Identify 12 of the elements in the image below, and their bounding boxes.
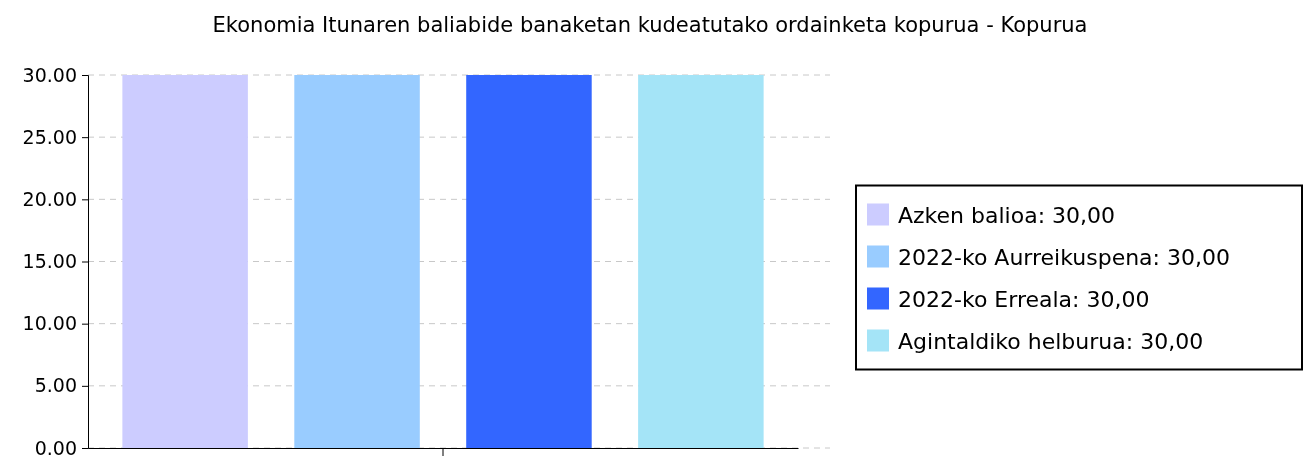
legend-label: Azken balioa: 30,00: [898, 202, 1116, 228]
y-tick-label: 5.00: [34, 374, 77, 397]
legend-label: 2022-ko Aurreikuspena: 30,00: [898, 244, 1230, 270]
chart-title: Ekonomia Itunaren baliabide banaketan kudeatutako ordainketa kopurua - Kopurua: [212, 13, 1088, 37]
legend-label: 2022-ko Erreala: 30,00: [898, 286, 1150, 312]
y-tick-label: 25.00: [22, 125, 77, 148]
y-tick-label: 15.00: [22, 250, 77, 273]
y-tick-label: 20.00: [22, 187, 77, 210]
y-tick-label: 0.00: [34, 436, 77, 459]
legend-label: Agintaldiko helburua: 30,00: [898, 328, 1204, 354]
y-tick-label: 10.00: [22, 312, 77, 335]
y-tick-label: 30.00: [22, 63, 77, 86]
